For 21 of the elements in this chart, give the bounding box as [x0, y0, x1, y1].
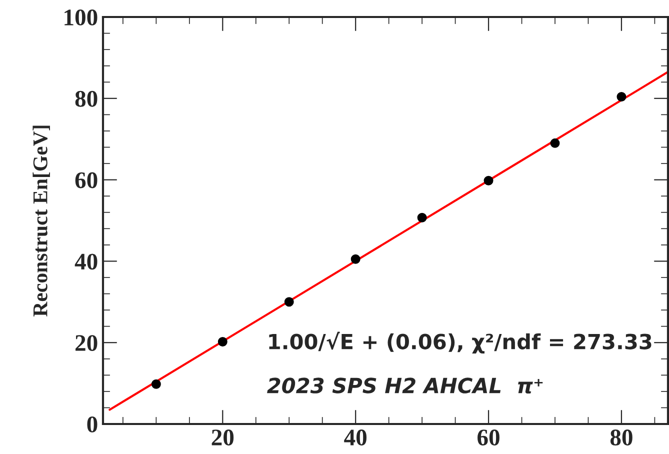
point [417, 212, 427, 222]
annotation: 1.00/√E + (0.06), χ²/ndf = 273.33 [269, 332, 652, 354]
y-tick-label: 60 [75, 172, 98, 188]
point [350, 254, 360, 264]
point [218, 337, 228, 347]
point [151, 379, 161, 389]
point [284, 297, 294, 307]
y-tick-label: 20 [76, 335, 98, 352]
annotation: 2023 SPS H2 AHCAL π⁺ [267, 378, 543, 394]
y-tick-label: 80 [75, 90, 98, 107]
x-tick-label: 20 [212, 430, 234, 446]
x-tick-label: 80 [610, 430, 632, 446]
x-tick-label: 60 [478, 430, 500, 446]
y-axis-title: Reconstruct En[GeV] [32, 126, 50, 316]
point [550, 138, 560, 148]
y-tick-label: 40 [74, 254, 98, 270]
x-tick-label: 40 [344, 430, 366, 446]
point [616, 92, 626, 102]
point [484, 176, 494, 186]
y-tick-label: 0 [87, 416, 98, 432]
y-tick-label: 100 [64, 9, 98, 26]
